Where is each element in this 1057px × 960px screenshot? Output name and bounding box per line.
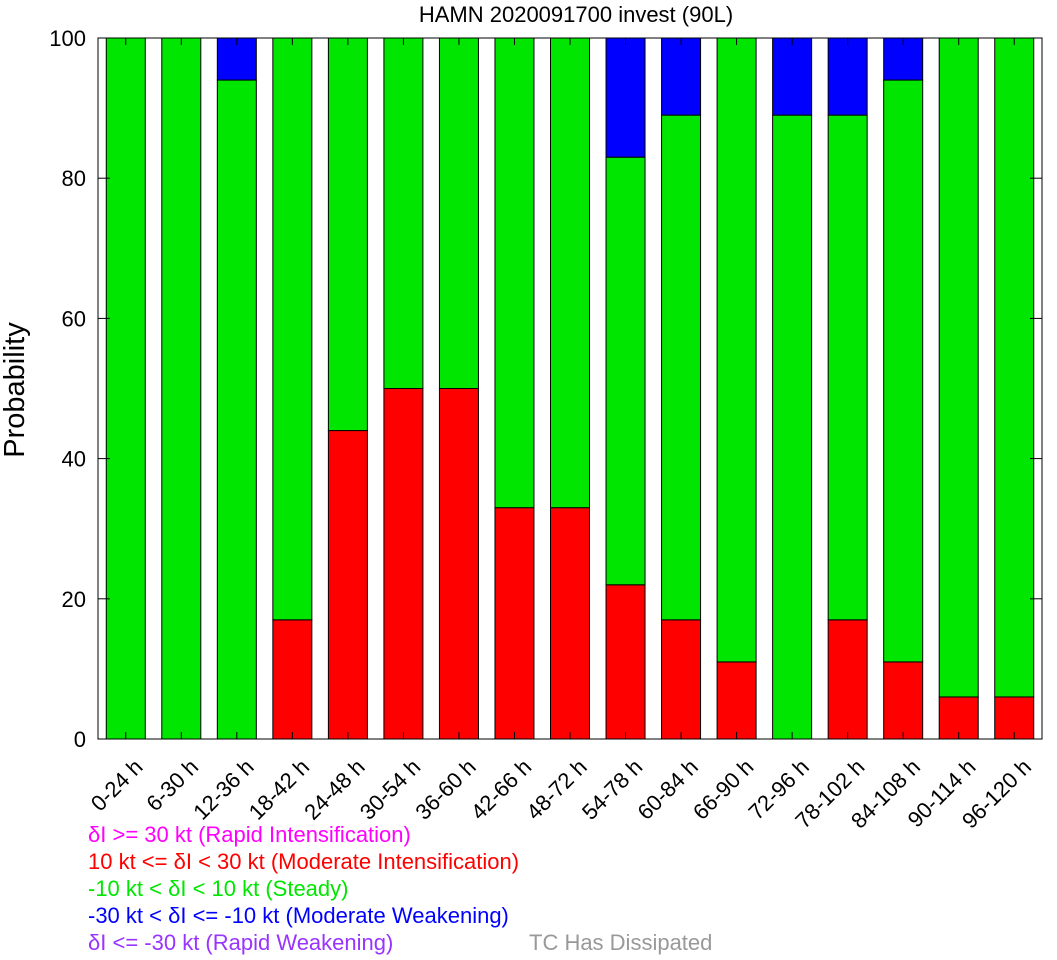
bar-segment-mw (772, 37, 813, 116)
bar-segment-mi (327, 430, 368, 740)
bar-segment-mi (550, 507, 590, 740)
bar-segment-mi (994, 696, 1035, 740)
y-tick-label: 0 (74, 727, 86, 752)
bar-segment-steady (383, 37, 424, 389)
legend-item-steady: -10 kt < δI < 10 kt (Steady) (88, 876, 349, 901)
bar-segment-steady (772, 114, 813, 740)
x-tick-label: 30-54 h (355, 754, 425, 824)
bar-segment-steady (327, 37, 368, 432)
x-tick-label: 42-66 h (466, 754, 536, 824)
bar-segment-mw (216, 37, 257, 81)
bars-layer (105, 37, 1035, 740)
y-tick-label: 40 (62, 447, 86, 472)
bar-segment-steady (883, 79, 924, 663)
x-tick-label: 18-42 h (244, 754, 314, 824)
chart-title: HAMN 2020091700 invest (90L) (419, 2, 733, 27)
x-tick-label: 0-24 h (86, 754, 148, 816)
legend-item-moderate-weakening: -30 kt < δI <= -10 kt (Moderate Weakenin… (88, 903, 509, 928)
legend-item-rapid-intensification: δI >= 30 kt (Rapid Intensification) (88, 822, 411, 847)
bar-segment-mi (494, 507, 535, 740)
legend-item-rapid-weakening: δI <= -30 kt (Rapid Weakening) (88, 930, 394, 955)
bar-segment-mw (883, 37, 924, 81)
y-tick-label: 60 (62, 306, 86, 331)
bar-segment-mw (827, 37, 868, 116)
x-tick-label: 48-72 h (521, 754, 591, 824)
bar-segment-mw (661, 37, 702, 116)
y-tick-label: 80 (62, 166, 86, 191)
bar-segment-steady (994, 37, 1035, 698)
x-tick-label: 54-78 h (577, 754, 647, 824)
bar-segment-steady (494, 37, 535, 509)
x-tick-label: 24-48 h (299, 754, 369, 824)
plot-frame (97, 37, 1043, 740)
y-tick-label: 20 (62, 587, 86, 612)
bar-segment-steady (272, 37, 313, 621)
bar-segment-mi (438, 388, 479, 740)
legend-item-dissipated: TC Has Dissipated (529, 930, 713, 955)
x-tick-label: 12-36 h (188, 754, 258, 824)
y-axis-label: Probability (0, 322, 31, 458)
bar-segment-mi (272, 619, 313, 740)
bar-segment-steady (605, 156, 646, 586)
x-tick-label: 66-90 h (688, 754, 758, 824)
bar-segment-steady (550, 37, 590, 509)
bar-segment-mi (661, 619, 702, 740)
bar-segment-mw (605, 37, 646, 158)
bar-segment-steady (827, 114, 868, 621)
bar-segment-steady (661, 114, 702, 621)
y-tick-label: 100 (49, 26, 86, 51)
bar-segment-steady (716, 37, 757, 663)
bar-segment-mi (383, 388, 424, 740)
bar-segment-steady (216, 79, 257, 740)
bar-segment-steady (161, 37, 202, 740)
bar-segment-mi (716, 661, 757, 740)
bar-segment-mi (605, 584, 646, 740)
bar-segment-mi (827, 619, 868, 740)
x-tick-label: 36-60 h (410, 754, 480, 824)
bar-segment-mi (883, 661, 924, 740)
x-tick-label: 60-84 h (632, 754, 702, 824)
bar-segment-steady (938, 37, 979, 698)
bar-segment-steady (105, 37, 146, 740)
bar-segment-steady (438, 37, 479, 389)
legend-item-moderate-intensification: 10 kt <= δI < 30 kt (Moderate Intensific… (88, 849, 520, 874)
